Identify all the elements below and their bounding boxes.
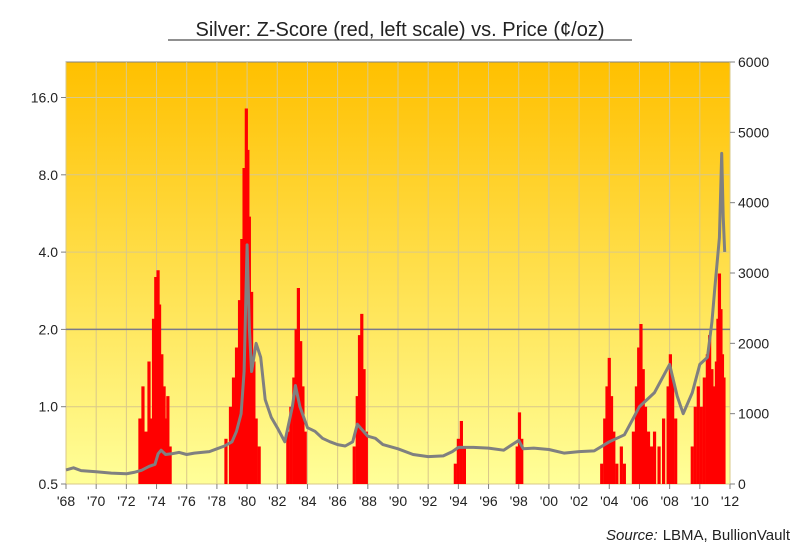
right-tick-label: 4000 (738, 195, 769, 211)
x-tick-label: '82 (268, 493, 286, 509)
x-tick-label: '06 (630, 493, 648, 509)
x-tick-label: '92 (419, 493, 437, 509)
x-tick-label: '12 (721, 493, 739, 509)
left-tick-label: 2.0 (39, 321, 59, 337)
right-tick-label: 1000 (738, 406, 769, 422)
x-tick-label: '70 (87, 493, 105, 509)
x-tick-label: '88 (359, 493, 377, 509)
x-tick-label: '04 (600, 493, 618, 509)
right-tick-label: 5000 (738, 124, 769, 140)
x-tick-label: '96 (479, 493, 497, 509)
x-tick-label: '80 (238, 493, 256, 509)
x-tick-label: '98 (510, 493, 528, 509)
left-tick-label: 1.0 (39, 399, 59, 415)
x-tick-label: '86 (329, 493, 347, 509)
left-tick-label: 8.0 (39, 167, 59, 183)
x-tick-label: '78 (208, 493, 226, 509)
x-tick-label: '72 (117, 493, 135, 509)
x-tick-label: '90 (389, 493, 407, 509)
price-series (65, 151, 727, 476)
left-tick-label: 4.0 (39, 244, 59, 260)
source-text: LBMA, BullionVault (663, 527, 791, 544)
source-note: Source: LBMA, BullionVault (606, 527, 791, 544)
x-tick-label: '00 (540, 493, 558, 509)
source-label: Source: (606, 527, 658, 544)
price-line (65, 151, 727, 476)
chart-title: Silver: Z-Score (red, left scale) vs. Pr… (196, 19, 605, 41)
x-tick-label: '74 (147, 493, 165, 509)
right-tick-label: 6000 (738, 54, 769, 70)
x-tick-label: '94 (449, 493, 467, 509)
right-tick-label: 3000 (738, 265, 769, 281)
x-tick-label: '76 (178, 493, 196, 509)
x-tick-label: '84 (298, 493, 316, 509)
x-tick-label: '68 (57, 493, 75, 509)
x-axis-ticks: '68 '70 '72 '74 '76 '78 '80 '82 '84 '86 '88 '90 '92 '… (57, 484, 739, 509)
right-tick-label: 0 (738, 476, 746, 492)
left-tick-label: 0.5 (39, 476, 59, 492)
x-tick-label: '10 (691, 493, 709, 509)
right-axis-ticks: 0 1000 2000 3000 4000 5000 6000 (730, 54, 769, 492)
x-tick-label: '08 (661, 493, 679, 509)
x-tick-label: '02 (570, 493, 588, 509)
zscore-series (138, 108, 726, 484)
left-tick-label: 16.0 (31, 90, 58, 106)
right-tick-label: 2000 (738, 335, 769, 351)
left-axis-ticks: 0.5 1.0 2.0 4.0 8.0 16.0 (31, 90, 66, 492)
